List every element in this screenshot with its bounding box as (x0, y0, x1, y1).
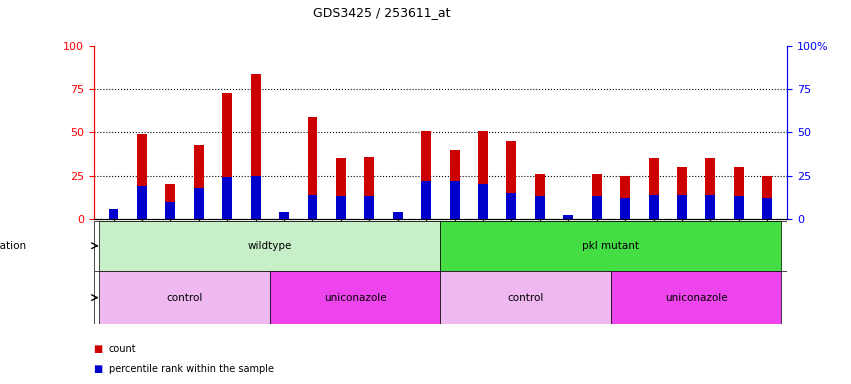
Bar (506, 141, 517, 219)
Bar (307, 117, 317, 219)
Bar (109, 209, 118, 219)
Bar (222, 177, 232, 219)
Bar (279, 215, 289, 219)
Bar (620, 198, 630, 219)
Bar (591, 197, 602, 219)
Bar (137, 186, 147, 219)
Bar (100, 271, 270, 324)
Text: control: control (167, 293, 203, 303)
Text: uniconazole: uniconazole (324, 293, 386, 303)
Bar (591, 174, 602, 219)
Bar (421, 181, 431, 219)
Bar (506, 193, 517, 219)
Bar (677, 195, 687, 219)
Bar (307, 195, 317, 219)
Bar (279, 212, 289, 219)
Bar (364, 197, 374, 219)
Bar (194, 188, 203, 219)
Text: control: control (507, 293, 544, 303)
Bar (563, 215, 574, 219)
Bar (251, 176, 260, 219)
Bar (762, 198, 772, 219)
Bar (677, 167, 687, 219)
Bar (620, 176, 630, 219)
Bar (611, 271, 781, 324)
Bar (270, 271, 441, 324)
Text: uniconazole: uniconazole (665, 293, 728, 303)
Bar (109, 215, 118, 219)
Bar (100, 221, 441, 271)
Bar (734, 197, 744, 219)
Text: genotype/variation: genotype/variation (0, 241, 26, 251)
Bar (478, 184, 488, 219)
Bar (194, 145, 203, 219)
Bar (251, 74, 260, 219)
Bar (222, 93, 232, 219)
Bar (535, 197, 545, 219)
Bar (705, 158, 716, 219)
Bar (449, 150, 460, 219)
Text: pkl mutant: pkl mutant (582, 241, 639, 251)
Bar (165, 184, 175, 219)
Bar (449, 181, 460, 219)
Bar (648, 195, 659, 219)
Bar (705, 195, 716, 219)
Bar (393, 212, 403, 219)
Bar (421, 131, 431, 219)
Text: percentile rank within the sample: percentile rank within the sample (109, 364, 274, 374)
Bar (336, 158, 346, 219)
Bar (648, 158, 659, 219)
Bar (535, 174, 545, 219)
Text: wildtype: wildtype (248, 241, 292, 251)
Text: ■: ■ (94, 364, 103, 374)
Bar (364, 157, 374, 219)
Bar (441, 221, 781, 271)
Bar (563, 215, 574, 219)
Bar (336, 197, 346, 219)
Bar (165, 202, 175, 219)
Text: ■: ■ (94, 344, 103, 354)
Text: GDS3425 / 253611_at: GDS3425 / 253611_at (313, 6, 450, 19)
Bar (137, 134, 147, 219)
Bar (441, 271, 611, 324)
Bar (393, 215, 403, 219)
Bar (478, 131, 488, 219)
Text: count: count (109, 344, 136, 354)
Bar (762, 176, 772, 219)
Bar (734, 167, 744, 219)
